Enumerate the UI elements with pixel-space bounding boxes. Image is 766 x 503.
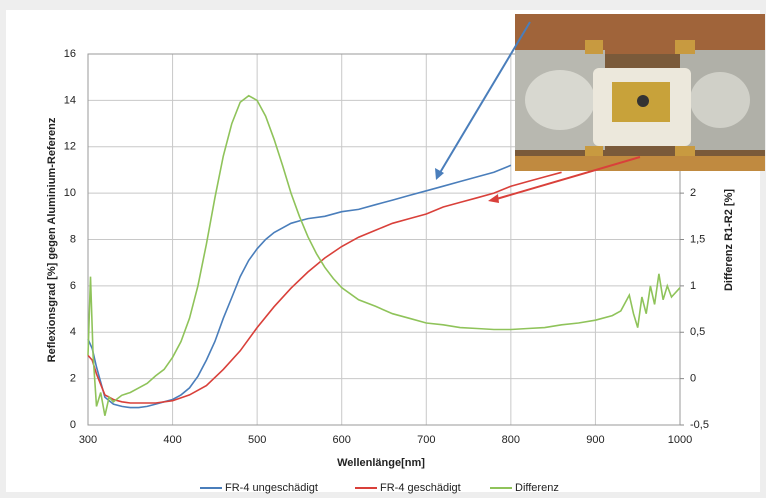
y-tick-label: 6 <box>70 280 76 292</box>
y2-tick-label: -0,5 <box>690 419 709 431</box>
data-line <box>87 171 562 404</box>
y2-tick-label: 0 <box>690 373 696 385</box>
y2-tick-label: 0,5 <box>690 326 705 338</box>
labels: 300 400 500 600 700 800 900 10000246810121416-0… <box>64 48 709 446</box>
y-tick-label: 16 <box>64 48 76 60</box>
arrows <box>435 21 641 203</box>
y-tick-label: 10 <box>64 187 76 199</box>
legend-label: FR-4 geschädigt <box>380 482 461 494</box>
y-tick-label: 4 <box>70 326 76 338</box>
y-tick-label: 0 <box>70 419 76 431</box>
legend-label: FR-4 ungeschädigt <box>225 482 318 494</box>
x-tick-label: 400 <box>163 434 181 446</box>
y-axis-title: Reflexionsgrad [%] gegen Aluminium-Refer… <box>46 117 58 362</box>
x-tick-label: 800 <box>502 434 520 446</box>
x-tick-label: 1000 <box>668 434 692 446</box>
legend-label: Differenz <box>515 482 559 494</box>
x-tick-label: 900 <box>586 434 604 446</box>
legend: FR-4 ungeschädigt FR-4 geschädigt Differen… <box>200 482 559 494</box>
y-tick-label: 2 <box>70 373 76 385</box>
y2-axis-title: Differenz R1-R2 [%] <box>723 189 735 291</box>
data-line <box>87 94 681 416</box>
x-tick-label: 700 <box>417 434 435 446</box>
y-tick-label: 12 <box>64 141 76 153</box>
x-tick-label: 500 <box>248 434 266 446</box>
plot <box>87 94 681 416</box>
data-line <box>87 164 512 409</box>
x-tick-label: 300 <box>79 434 97 446</box>
y2-tick-label: 2 <box>690 187 696 199</box>
x-tick-label: 600 <box>333 434 351 446</box>
y-tick-label: 8 <box>70 233 76 245</box>
y2-tick-label: 1,5 <box>690 233 705 245</box>
photo-inset <box>515 14 765 171</box>
y-tick-label: 14 <box>64 94 76 106</box>
y2-tick-label: 1 <box>690 280 696 292</box>
x-axis-title: Wellenlänge[nm] <box>337 457 425 469</box>
